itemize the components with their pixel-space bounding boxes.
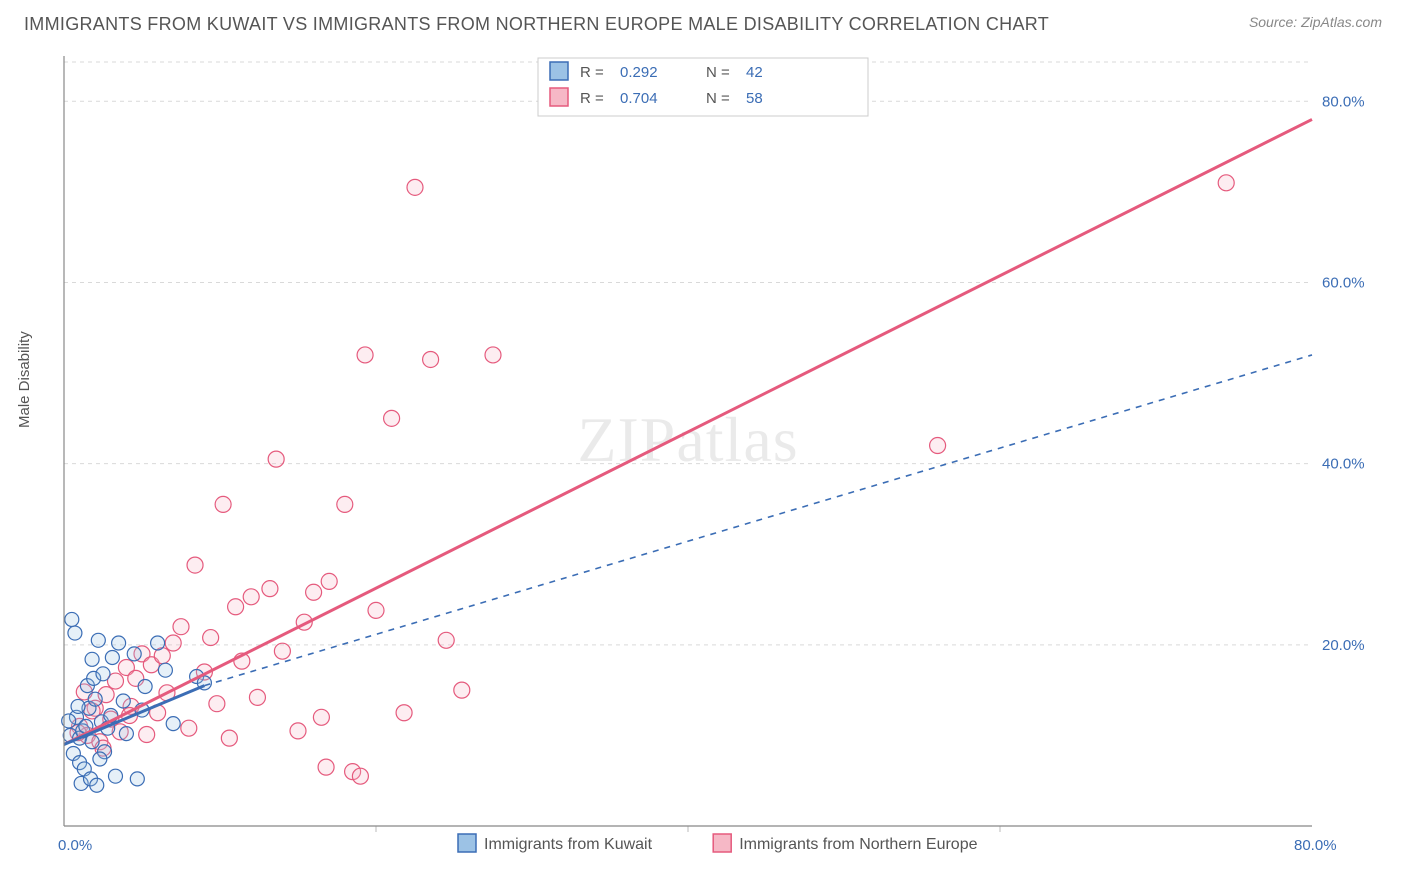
legend-r-value: 0.704 xyxy=(620,90,658,107)
data-point xyxy=(262,581,278,597)
data-point xyxy=(396,705,412,721)
data-point xyxy=(384,410,400,426)
data-point xyxy=(215,496,231,512)
data-point xyxy=(352,768,368,784)
data-point xyxy=(85,652,99,666)
data-point xyxy=(93,752,107,766)
correlation-scatter-chart: ZIPatlas 0.0% 80.0% 20.0% 40.0% 60.0% 80.0% R =… xyxy=(20,48,1382,868)
data-point xyxy=(274,643,290,659)
data-point xyxy=(407,179,423,195)
data-point xyxy=(318,759,334,775)
legend-r-label: R = xyxy=(580,64,604,81)
chart-title: IMMIGRANTS FROM KUWAIT VS IMMIGRANTS FRO… xyxy=(24,14,1049,35)
legend-swatch xyxy=(550,62,568,80)
y-tick-label: 60.0% xyxy=(1322,274,1365,291)
y-axis-label: Male Disability xyxy=(16,331,33,428)
data-point xyxy=(68,626,82,640)
data-point xyxy=(321,573,337,589)
data-point xyxy=(173,619,189,635)
data-point xyxy=(337,496,353,512)
series-legend-swatch xyxy=(458,834,476,852)
series-legend-label: Immigrants from Northern Europe xyxy=(739,836,977,853)
data-point xyxy=(91,633,105,647)
data-point xyxy=(268,451,284,467)
data-point xyxy=(368,602,384,618)
data-point xyxy=(243,589,259,605)
data-point xyxy=(158,663,172,677)
data-point xyxy=(151,636,165,650)
legend-swatch xyxy=(550,88,568,106)
data-point xyxy=(485,347,501,363)
legend-n-label: N = xyxy=(706,64,730,81)
legend-n-value: 42 xyxy=(746,64,763,81)
data-point xyxy=(357,347,373,363)
legend-r-value: 0.292 xyxy=(620,64,658,81)
data-point xyxy=(290,723,306,739)
legend-n-value: 58 xyxy=(746,90,763,107)
data-point xyxy=(105,651,119,665)
data-point xyxy=(454,682,470,698)
data-point xyxy=(306,584,322,600)
y-tick-label: 40.0% xyxy=(1322,456,1365,473)
series-legend-label: Immigrants from Kuwait xyxy=(484,836,653,853)
data-point xyxy=(209,696,225,712)
series-legend-swatch xyxy=(713,834,731,852)
data-point xyxy=(313,709,329,725)
legend-n-label: N = xyxy=(706,90,730,107)
data-point xyxy=(119,727,133,741)
data-point xyxy=(108,769,122,783)
data-point xyxy=(228,599,244,615)
data-point xyxy=(203,630,219,646)
data-point xyxy=(187,557,203,573)
data-point xyxy=(116,694,130,708)
data-point xyxy=(1218,175,1234,191)
data-point xyxy=(71,699,85,713)
data-point xyxy=(221,730,237,746)
data-point xyxy=(85,735,99,749)
data-point xyxy=(930,438,946,454)
data-point xyxy=(127,647,141,661)
data-point xyxy=(130,772,144,786)
data-point xyxy=(139,727,155,743)
x-tick-label: 80.0% xyxy=(1294,837,1337,854)
watermark: ZIPatlas xyxy=(577,404,798,475)
data-point xyxy=(96,667,110,681)
y-tick-label: 20.0% xyxy=(1322,637,1365,654)
data-point xyxy=(65,612,79,626)
data-point xyxy=(249,689,265,705)
data-point xyxy=(165,635,181,651)
x-tick-label: 0.0% xyxy=(58,837,92,854)
data-point xyxy=(88,692,102,706)
data-point xyxy=(138,679,152,693)
data-point xyxy=(112,636,126,650)
data-point xyxy=(90,778,104,792)
data-point xyxy=(423,351,439,367)
y-tick-label: 80.0% xyxy=(1322,93,1365,110)
source-attribution: Source: ZipAtlas.com xyxy=(1249,14,1382,30)
data-point xyxy=(438,632,454,648)
legend-r-label: R = xyxy=(580,90,604,107)
data-point xyxy=(181,720,197,736)
trend-line xyxy=(64,119,1312,744)
data-point xyxy=(166,717,180,731)
